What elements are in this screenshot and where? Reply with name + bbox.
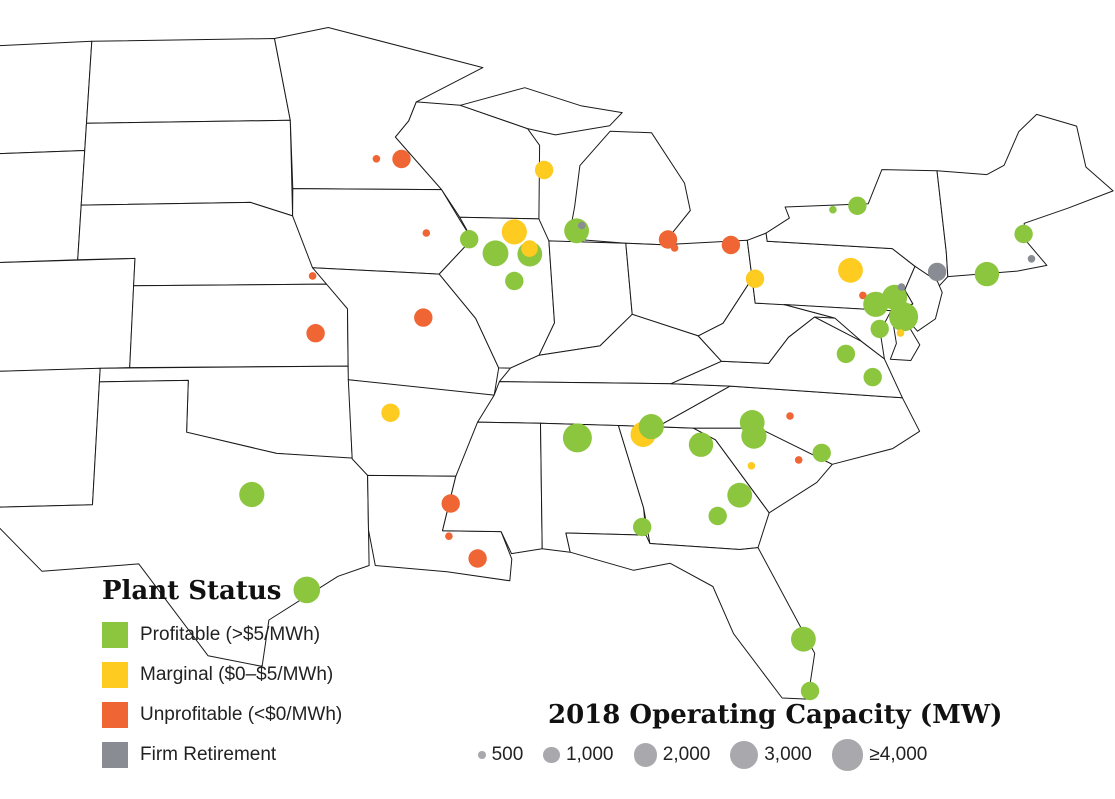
plant-marker-firm-retirement [927,262,947,282]
legend-label-firm-retirement: Firm Retirement [140,744,277,765]
plant-marker-marginal [501,219,527,245]
plant-marker-marginal [521,240,538,257]
state-iowa [292,188,473,275]
plant-marker-profitable [863,367,882,387]
plant-marker-marginal [381,403,400,422]
plant-marker-firm-retirement [1027,254,1036,263]
capacity-dot-2000 [633,743,657,767]
marginal-swatch [102,662,128,688]
plant-marker-marginal [747,462,756,470]
capacity-dot-4000 [831,739,864,771]
plant-marker-unprofitable [308,272,317,280]
state-mississippi [442,421,543,555]
state-texas [0,379,370,667]
capacity-dot-1000 [543,746,560,764]
plant-marker-profitable [889,302,919,332]
capacity-item-4000: ≥4,000 [831,739,928,771]
plant-marker-unprofitable [441,494,460,513]
plant-marker-profitable [836,344,856,364]
plant-marker-profitable [638,414,664,440]
plant-marker-marginal [838,257,863,283]
plant-marker-firm-retirement [578,221,586,230]
plant-marker-marginal [896,329,905,337]
capacity-label-1000: 1,000 [565,744,614,765]
plant-marker-profitable [1014,224,1033,244]
state-florida [565,532,816,700]
plant-marker-unprofitable [414,308,433,327]
plant-marker-unprofitable [794,456,803,464]
plant-marker-profitable [633,517,652,537]
legend-item-marginal: Marginal ($0–$5/MWh) [102,662,333,688]
plant-marker-profitable [708,506,727,526]
plant-marker-profitable [739,410,765,435]
plant-marker-profitable [293,576,321,604]
capacity-label-4000: ≥4,000 [869,744,928,765]
state-north-dakota [86,38,291,124]
plant-marker-unprofitable [306,324,325,343]
plant-marker-unprofitable [658,230,678,249]
capacity-label-500: 500 [491,744,524,765]
state-south-dakota [80,119,294,217]
capacity-item-3000: 3,000 [730,741,812,769]
plant-marker-profitable [791,626,816,652]
plant-marker-marginal [745,269,765,288]
plant-marker-unprofitable [445,532,453,540]
unprofitable-swatch [102,702,128,728]
capacity-legend-title: 2018 Operating Capacity (MW) [548,700,1003,730]
plant-marker-marginal [534,160,554,180]
plant-marker-profitable [564,218,589,244]
plant-marker-profitable [482,240,509,267]
plant-marker-profitable [812,443,831,463]
plant-marker-profitable [829,205,837,214]
plant-marker-unprofitable [721,235,741,255]
legend-item-unprofitable: Unprofitable (<$0/MWh) [102,702,342,728]
profitable-swatch [102,622,128,648]
plant-marker-profitable [727,482,753,508]
plant-markers [239,149,1036,701]
plant-marker-profitable [505,271,524,291]
plant-marker-firm-retirement [897,283,906,291]
capacity-item-1000: 1,000 [543,744,614,766]
plant-marker-unprofitable [392,149,411,169]
plant-marker-unprofitable [422,229,431,237]
state-new-england [936,113,1114,278]
plant-marker-profitable [974,261,1000,287]
plant-marker-profitable [870,319,889,339]
plant-marker-unprofitable [859,291,867,300]
plant-marker-profitable [562,423,592,453]
firm-retirement-swatch [102,742,128,768]
plant-marker-unprofitable [786,412,794,420]
plant-marker-profitable [239,481,265,508]
legend-label-marginal: Marginal ($0–$5/MWh) [140,664,334,685]
plant-marker-unprofitable [372,155,381,163]
plant-marker-unprofitable [670,244,679,252]
capacity-item-500: 500 [478,744,523,766]
state-colorado [0,257,136,372]
state-michigan-up [459,87,623,136]
plant-marker-unprofitable [468,549,487,568]
plant-marker-profitable [848,196,867,215]
capacity-dot-500 [478,751,486,759]
plant-marker-profitable [800,681,820,701]
plant-marker-profitable [460,230,479,249]
capacity-dot-3000 [730,741,759,769]
legend-label-profitable: Profitable (>$5/MWh) [140,624,321,645]
plant-status-legend-title: Plant Status [102,576,282,606]
plant-marker-profitable [688,432,714,457]
legend-item-profitable: Profitable (>$5/MWh) [102,622,320,648]
capacity-legend: 500 1,000 2,000 3,000 ≥4,000 [478,738,947,772]
legend-label-unprofitable: Unprofitable (<$0/MWh) [140,704,343,725]
legend-item-firm-retirement: Firm Retirement [102,742,276,768]
state-wyoming [0,150,86,263]
capacity-label-2000: 2,000 [662,743,711,765]
capacity-item-2000: 2,000 [633,743,711,767]
capacity-label-3000: 3,000 [764,744,812,765]
